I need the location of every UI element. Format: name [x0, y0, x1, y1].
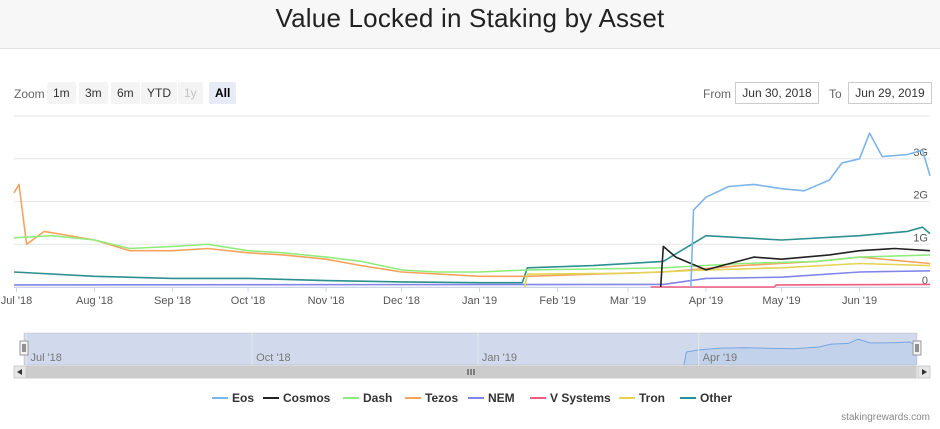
to-date-input[interactable]: Jun 29, 2019: [848, 82, 932, 104]
x-tick-label: Dec '18: [383, 295, 420, 307]
series-line-nem: [13, 270, 931, 286]
zoom-6m-button[interactable]: 6m: [111, 82, 140, 104]
zoom-1m-button[interactable]: 1m: [47, 82, 76, 104]
to-label: To: [829, 87, 842, 101]
x-tick-label: Jul '18: [1, 295, 32, 307]
navigator-right-handle[interactable]: [912, 340, 922, 356]
x-tick-label: May '19: [762, 295, 800, 307]
navigator-tick-label: Jan '19: [482, 352, 517, 364]
series-line-v-systems: [650, 283, 931, 288]
x-tick-label: Feb '19: [539, 295, 575, 307]
from-date-input[interactable]: Jun 30, 2018: [735, 82, 819, 104]
legend-item-tezos[interactable]: Tezos: [405, 391, 458, 405]
credit-link[interactable]: stakingrewards.com: [841, 412, 930, 423]
handle-body[interactable]: [19, 340, 29, 356]
legend-item-nem[interactable]: NEM: [468, 391, 515, 405]
navigator-selection[interactable]: [24, 333, 917, 365]
x-tick-label: Jun '19: [842, 295, 877, 307]
legend-label: Eos: [232, 391, 254, 405]
x-tick-label: Apr '19: [689, 295, 724, 307]
legend-label: Tezos: [425, 391, 458, 405]
legend-item-v-systems[interactable]: V Systems: [530, 391, 611, 405]
legend-label: Cosmos: [283, 391, 331, 405]
series-line-eos: [690, 132, 931, 288]
navigator-series-line: [683, 338, 918, 366]
series-line-cosmos: [659, 245, 931, 288]
x-tick-label: Sep '18: [154, 295, 191, 307]
legend-label: NEM: [488, 391, 515, 405]
x-tick-label: Jan '19: [462, 295, 497, 307]
navigator-left-handle[interactable]: [19, 340, 29, 356]
handle-body[interactable]: [912, 340, 922, 356]
legend-item-eos[interactable]: Eos: [212, 391, 254, 405]
legend-label: V Systems: [550, 391, 611, 405]
legend-item-other[interactable]: Other: [680, 391, 732, 405]
zoom-label: Zoom: [14, 87, 45, 101]
navigator-series-area: [683, 339, 917, 365]
legend-label: Tron: [639, 391, 665, 405]
x-tick-label: Aug '18: [76, 295, 113, 307]
title-band: [0, 0, 940, 49]
x-tick-label: Oct '18: [231, 295, 266, 307]
scroll-left-arrow-icon: [17, 369, 22, 375]
chart-title: Value Locked in Staking by Asset: [275, 3, 665, 33]
legend-label: Dash: [363, 391, 392, 405]
x-tick-label: Nov '18: [308, 295, 345, 307]
navigator-tick-label: Oct '18: [256, 352, 291, 364]
y-tick-label: 0: [922, 275, 928, 287]
y-tick-label: 2G: [913, 190, 928, 202]
legend-label: Other: [700, 391, 732, 405]
scroll-right-arrow-icon: [922, 369, 927, 375]
navigator-tick-label: Jul '18: [30, 352, 61, 364]
zoom-all-button[interactable]: All: [209, 82, 237, 104]
from-label: From: [703, 87, 731, 101]
legend-item-cosmos[interactable]: Cosmos: [263, 391, 331, 405]
navigator-tick-label: Apr '19: [703, 352, 738, 364]
zoom-1y-button[interactable]: 1y: [178, 82, 203, 104]
legend-item-tron[interactable]: Tron: [619, 391, 665, 405]
legend-item-dash[interactable]: Dash: [343, 391, 392, 405]
zoom-3m-button[interactable]: 3m: [79, 82, 108, 104]
y-tick-label: 1G: [913, 232, 928, 244]
x-tick-label: Mar '19: [610, 295, 646, 307]
series-line-other: [13, 226, 931, 284]
navigator-background: [23, 332, 918, 366]
zoom-ytd-button[interactable]: YTD: [141, 82, 177, 104]
